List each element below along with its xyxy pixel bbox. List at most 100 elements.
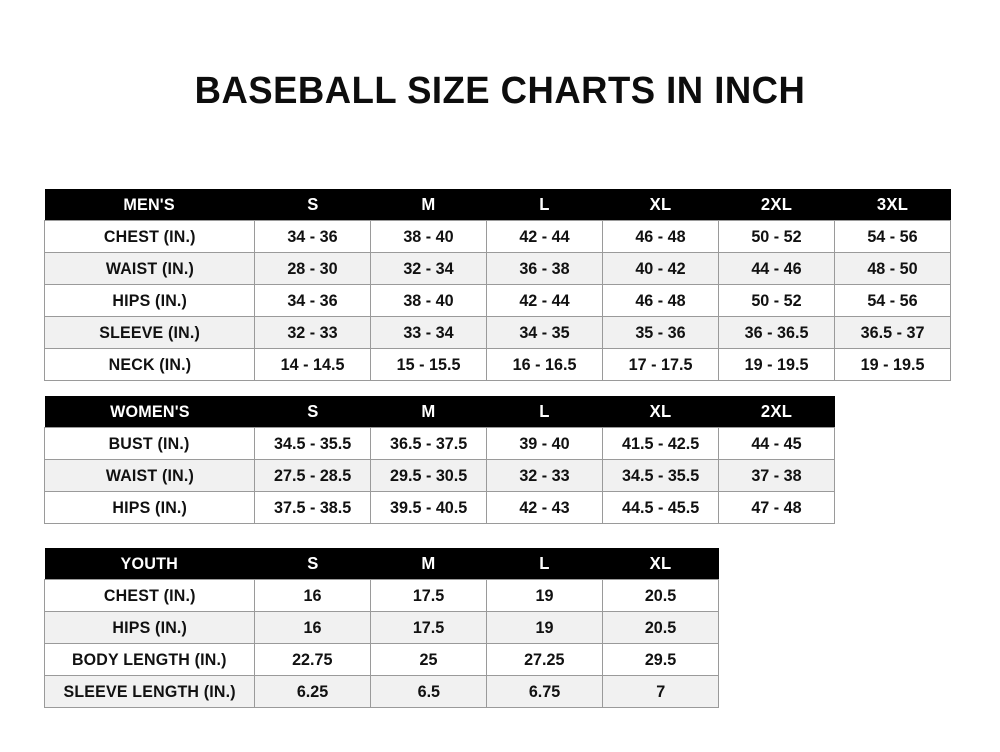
- table-row: BODY LENGTH (IN.) 22.75 25 27.25 29.5: [44, 643, 719, 676]
- womens-col-header-xl: XL: [602, 396, 719, 428]
- table-row: WAIST (IN.) 27.5 - 28.5 29.5 - 30.5 32 -…: [44, 459, 835, 492]
- page-title: BASEBALL SIZE CHARTS IN INCH: [194, 70, 806, 112]
- table-row: SLEEVE (IN.) 32 - 33 33 - 34 34 - 35 35 …: [44, 316, 951, 349]
- cell-value: 32 - 34: [370, 252, 487, 285]
- cell-value: 15 - 15.5: [370, 348, 487, 381]
- cell-value: 36 - 36.5: [718, 316, 835, 349]
- cell-value: 36 - 38: [486, 252, 603, 285]
- youth-col-header-m: M: [370, 548, 487, 580]
- table-row: WAIST (IN.) 28 - 30 32 - 34 36 - 38 40 -…: [44, 252, 951, 285]
- cell-value: 17.5: [370, 611, 487, 644]
- mens-col-header-xl: XL: [602, 189, 719, 221]
- cell-value: 39.5 - 40.5: [370, 491, 487, 524]
- table-row: HIPS (IN.) 37.5 - 38.5 39.5 - 40.5 42 - …: [44, 491, 835, 524]
- cell-value: 28 - 30: [254, 252, 371, 285]
- cell-value: 42 - 44: [486, 220, 603, 253]
- cell-value: 16 - 16.5: [486, 348, 603, 381]
- cell-value: 37.5 - 38.5: [254, 491, 371, 524]
- cell-value: 32 - 33: [254, 316, 371, 349]
- cell-value: 54 - 56: [834, 220, 951, 253]
- cell-value: 6.75: [486, 675, 603, 708]
- womens-col-header-l: L: [486, 396, 603, 428]
- row-label: HIPS (IN.): [44, 491, 255, 524]
- cell-value: 40 - 42: [602, 252, 719, 285]
- cell-value: 36.5 - 37.5: [370, 427, 487, 460]
- cell-value: 42 - 44: [486, 284, 603, 317]
- table-row: NECK (IN.) 14 - 14.5 15 - 15.5 16 - 16.5…: [44, 348, 951, 381]
- cell-value: 27.5 - 28.5: [254, 459, 371, 492]
- cell-value: 39 - 40: [486, 427, 603, 460]
- row-label: CHEST (IN.): [44, 579, 255, 612]
- cell-value: 44.5 - 45.5: [602, 491, 719, 524]
- cell-value: 50 - 52: [718, 220, 835, 253]
- row-label: CHEST (IN.): [44, 220, 255, 253]
- cell-value: 54 - 56: [834, 284, 951, 317]
- cell-value: 7: [602, 675, 719, 708]
- row-label: WAIST (IN.): [44, 252, 255, 285]
- cell-value: 14 - 14.5: [254, 348, 371, 381]
- cell-value: 20.5: [602, 611, 719, 644]
- mens-col-header-l: L: [486, 189, 603, 221]
- table-row: HIPS (IN.) 16 17.5 19 20.5: [44, 611, 719, 644]
- cell-value: 34 - 35: [486, 316, 603, 349]
- row-label: SLEEVE LENGTH (IN.): [44, 675, 255, 708]
- womens-table-title: WOMEN'S: [44, 396, 255, 428]
- row-label: SLEEVE (IN.): [44, 316, 255, 349]
- cell-value: 50 - 52: [718, 284, 835, 317]
- youth-size-table: YOUTH S M L XL CHEST (IN.) 16 17.5 19 20…: [44, 548, 719, 708]
- cell-value: 27.25: [486, 643, 603, 676]
- cell-value: 37 - 38: [718, 459, 835, 492]
- cell-value: 32 - 33: [486, 459, 603, 492]
- cell-value: 35 - 36: [602, 316, 719, 349]
- cell-value: 44 - 46: [718, 252, 835, 285]
- cell-value: 47 - 48: [718, 491, 835, 524]
- row-label: HIPS (IN.): [44, 284, 255, 317]
- cell-value: 19: [486, 579, 603, 612]
- womens-col-header-s: S: [254, 396, 371, 428]
- cell-value: 48 - 50: [834, 252, 951, 285]
- cell-value: 44 - 45: [718, 427, 835, 460]
- cell-value: 29.5: [602, 643, 719, 676]
- cell-value: 16: [254, 611, 371, 644]
- mens-col-header-2xl: 2XL: [718, 189, 835, 221]
- cell-value: 36.5 - 37: [834, 316, 951, 349]
- mens-header-row: MEN'S S M L XL 2XL 3XL: [44, 189, 951, 221]
- cell-value: 19 - 19.5: [834, 348, 951, 381]
- womens-size-table: WOMEN'S S M L XL 2XL BUST (IN.) 34.5 - 3…: [44, 396, 835, 524]
- cell-value: 33 - 34: [370, 316, 487, 349]
- youth-col-header-xl: XL: [602, 548, 719, 580]
- cell-value: 20.5: [602, 579, 719, 612]
- youth-col-header-s: S: [254, 548, 371, 580]
- cell-value: 34.5 - 35.5: [254, 427, 371, 460]
- cell-value: 34.5 - 35.5: [602, 459, 719, 492]
- youth-table-title: YOUTH: [44, 548, 255, 580]
- row-label: WAIST (IN.): [44, 459, 255, 492]
- cell-value: 6.25: [254, 675, 371, 708]
- cell-value: 19 - 19.5: [718, 348, 835, 381]
- mens-col-header-3xl: 3XL: [834, 189, 951, 221]
- cell-value: 34 - 36: [254, 220, 371, 253]
- cell-value: 29.5 - 30.5: [370, 459, 487, 492]
- row-label: HIPS (IN.): [44, 611, 255, 644]
- cell-value: 42 - 43: [486, 491, 603, 524]
- mens-table-title: MEN'S: [44, 189, 255, 221]
- cell-value: 17 - 17.5: [602, 348, 719, 381]
- womens-col-header-2xl: 2XL: [718, 396, 835, 428]
- cell-value: 34 - 36: [254, 284, 371, 317]
- mens-col-header-s: S: [254, 189, 371, 221]
- row-label: BUST (IN.): [44, 427, 255, 460]
- youth-col-header-l: L: [486, 548, 603, 580]
- cell-value: 46 - 48: [602, 284, 719, 317]
- womens-header-row: WOMEN'S S M L XL 2XL: [44, 396, 835, 428]
- table-row: HIPS (IN.) 34 - 36 38 - 40 42 - 44 46 - …: [44, 284, 951, 317]
- cell-value: 6.5: [370, 675, 487, 708]
- table-row: CHEST (IN.) 16 17.5 19 20.5: [44, 579, 719, 612]
- cell-value: 46 - 48: [602, 220, 719, 253]
- table-row: BUST (IN.) 34.5 - 35.5 36.5 - 37.5 39 - …: [44, 427, 835, 460]
- table-row: CHEST (IN.) 34 - 36 38 - 40 42 - 44 46 -…: [44, 220, 951, 253]
- mens-size-table: MEN'S S M L XL 2XL 3XL CHEST (IN.) 34 - …: [44, 189, 951, 381]
- cell-value: 19: [486, 611, 603, 644]
- cell-value: 41.5 - 42.5: [602, 427, 719, 460]
- cell-value: 38 - 40: [370, 284, 487, 317]
